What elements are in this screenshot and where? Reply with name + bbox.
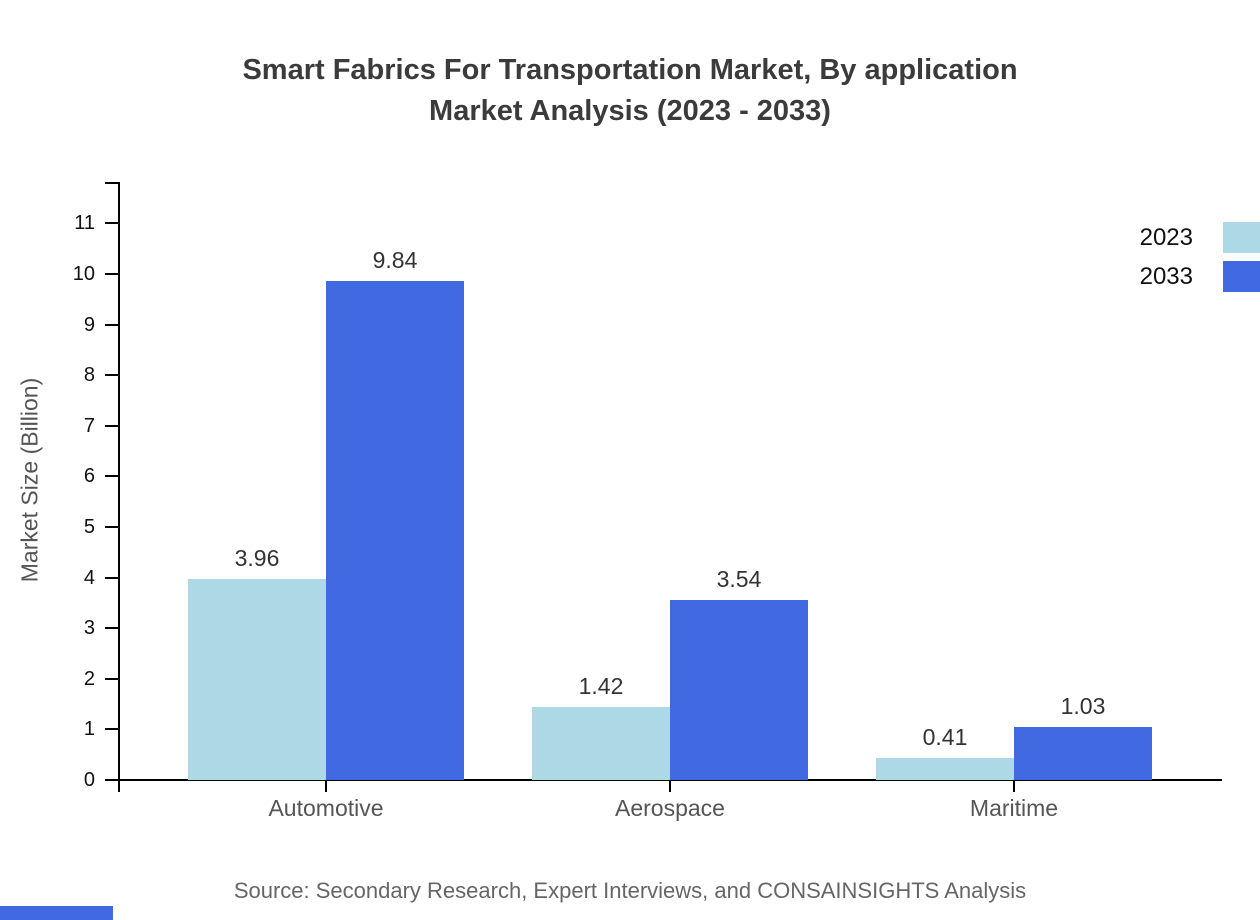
y-tick-5 — [105, 526, 118, 528]
y-tick-label-8: 8 — [83, 364, 95, 387]
bar-2033-aerospace — [670, 599, 808, 780]
source-note: Source: Secondary Research, Expert Inter… — [233, 878, 1027, 903]
legend-label-2033: 2033 — [1139, 262, 1193, 290]
y-tick-4 — [105, 576, 118, 579]
bar-value-label-2023-automotive: 3.96 — [234, 544, 280, 571]
bar-2023-aerospace — [532, 707, 670, 780]
x-axis-line — [118, 779, 1222, 781]
y-tick-label-9: 9 — [83, 313, 95, 336]
y-tick-label-7: 7 — [83, 414, 95, 437]
y-tick-8 — [105, 374, 118, 377]
y-tick-3 — [105, 627, 118, 630]
x-tick-aerospace — [669, 781, 671, 792]
y-tick-label-3: 3 — [83, 617, 95, 640]
y-tick-label-1: 1 — [83, 718, 95, 741]
y-tick-10 — [105, 273, 118, 275]
legend-swatch-2033 — [1223, 261, 1260, 292]
y-tick-2 — [105, 677, 118, 680]
y-tick-11 — [105, 222, 118, 225]
x-tick-automotive — [325, 781, 327, 792]
y-tick-0 — [105, 779, 118, 781]
chart-title-line2: Market Analysis (2023 - 2033) — [429, 95, 831, 127]
y-tick-7 — [105, 424, 118, 427]
category-label-aerospace: Aerospace — [615, 795, 725, 821]
bar-value-label-2023-aerospace: 1.42 — [578, 673, 624, 700]
footer-accent-bar — [0, 906, 113, 920]
y-tick-label-10: 10 — [72, 263, 95, 285]
legend-swatch-2023 — [1223, 222, 1260, 253]
bar-2033-maritime — [1014, 726, 1152, 780]
chart-title-line1: Smart Fabrics For Transportation Market,… — [242, 54, 1018, 86]
y-tick-label-4: 4 — [83, 566, 95, 589]
legend-item-2023: 2023 — [1140, 222, 1260, 253]
y-tick-label-11: 11 — [74, 212, 95, 235]
legend-label-2023: 2023 — [1139, 223, 1193, 251]
legend-item-2033: 2033 — [1140, 261, 1260, 292]
y-tick-9 — [105, 323, 118, 326]
bar-value-label-2033-maritime: 1.03 — [1060, 692, 1106, 719]
bar-value-label-2033-aerospace: 3.54 — [716, 565, 762, 592]
y-tick-label-6: 6 — [83, 465, 95, 488]
y-tick-1 — [105, 728, 118, 731]
bar-2023-maritime — [876, 758, 1014, 780]
y-axis-title: Market Size (Billion) — [16, 377, 43, 583]
bar-value-label-2033-automotive: 9.84 — [372, 247, 418, 274]
y-axis-top-cap-tick — [105, 182, 118, 184]
y-tick-label-5: 5 — [83, 516, 95, 538]
category-label-automotive: Automotive — [268, 795, 384, 821]
y-axis-line — [118, 182, 120, 792]
bar-value-label-2023-maritime: 0.41 — [922, 724, 968, 751]
y-tick-label-2: 2 — [83, 667, 95, 690]
x-tick-maritime — [1013, 781, 1015, 792]
bar-2033-automotive — [326, 281, 464, 780]
bar-2023-automotive — [188, 578, 326, 780]
category-label-maritime: Maritime — [969, 795, 1059, 821]
y-tick-6 — [105, 475, 118, 478]
y-tick-label-0: 0 — [83, 769, 95, 791]
